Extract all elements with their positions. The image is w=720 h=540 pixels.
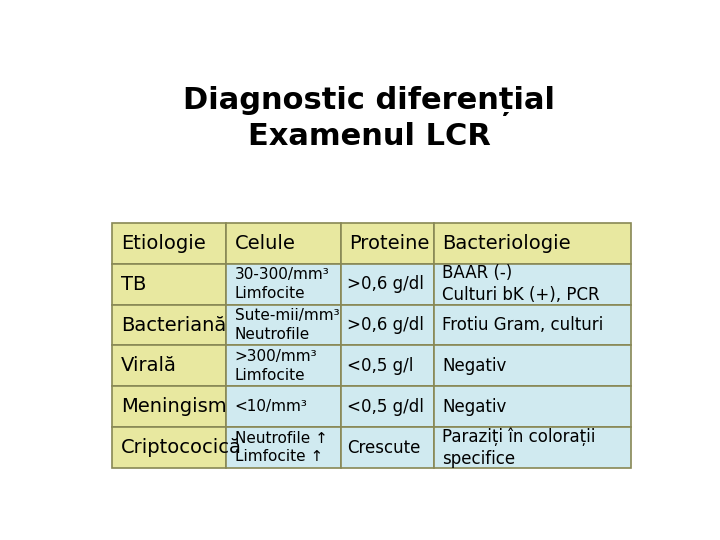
Text: Diagnostic diferențial
Examenul LCR: Diagnostic diferențial Examenul LCR bbox=[183, 85, 555, 152]
Text: Negativ: Negativ bbox=[442, 357, 507, 375]
Text: <0,5 g/l: <0,5 g/l bbox=[347, 357, 414, 375]
Text: Bacteriologie: Bacteriologie bbox=[442, 234, 571, 253]
Text: >0,6 g/dl: >0,6 g/dl bbox=[347, 316, 424, 334]
Bar bbox=[434, 386, 631, 427]
Bar bbox=[227, 427, 341, 468]
Bar bbox=[227, 346, 341, 386]
Bar bbox=[227, 305, 341, 346]
Bar bbox=[341, 223, 434, 264]
Bar bbox=[341, 427, 434, 468]
Bar bbox=[434, 427, 631, 468]
Bar bbox=[112, 305, 227, 346]
Text: Bacteriană: Bacteriană bbox=[121, 315, 226, 334]
Text: <0,5 g/dl: <0,5 g/dl bbox=[347, 398, 424, 416]
Text: Frotiu Gram, culturi: Frotiu Gram, culturi bbox=[442, 316, 603, 334]
Bar bbox=[341, 264, 434, 305]
Text: 30-300/mm³
Limfocite: 30-300/mm³ Limfocite bbox=[235, 267, 330, 301]
Text: Sute-mii/mm³
Neutrofile: Sute-mii/mm³ Neutrofile bbox=[235, 308, 340, 342]
Text: <10/mm³: <10/mm³ bbox=[235, 399, 307, 414]
Bar bbox=[112, 427, 227, 468]
Bar bbox=[341, 346, 434, 386]
Bar bbox=[227, 386, 341, 427]
Text: Neutrofile ↑
Limfocite ↑: Neutrofile ↑ Limfocite ↑ bbox=[235, 431, 328, 464]
Text: TB: TB bbox=[121, 275, 146, 294]
Text: Criptococică: Criptococică bbox=[121, 438, 242, 457]
Text: Proteine: Proteine bbox=[349, 234, 429, 253]
Text: Celule: Celule bbox=[235, 234, 296, 253]
Bar bbox=[112, 223, 227, 264]
Bar bbox=[434, 305, 631, 346]
Text: Virală: Virală bbox=[121, 356, 176, 375]
Bar bbox=[227, 264, 341, 305]
Text: Crescute: Crescute bbox=[347, 438, 420, 457]
Bar bbox=[434, 346, 631, 386]
Bar bbox=[227, 223, 341, 264]
Bar bbox=[341, 386, 434, 427]
Text: >300/mm³
Limfocite: >300/mm³ Limfocite bbox=[235, 349, 318, 383]
Bar bbox=[112, 386, 227, 427]
Text: Paraziți în colorații
specifice: Paraziți în colorații specifice bbox=[442, 427, 596, 468]
Bar bbox=[112, 346, 227, 386]
Text: BAAR (-)
Culturi bK (+), PCR: BAAR (-) Culturi bK (+), PCR bbox=[442, 264, 600, 304]
Bar bbox=[112, 264, 227, 305]
Text: Meningism: Meningism bbox=[121, 397, 226, 416]
Text: >0,6 g/dl: >0,6 g/dl bbox=[347, 275, 424, 293]
Bar bbox=[434, 223, 631, 264]
Bar bbox=[341, 305, 434, 346]
Text: Negativ: Negativ bbox=[442, 398, 507, 416]
Text: Etiologie: Etiologie bbox=[121, 234, 205, 253]
Bar bbox=[434, 264, 631, 305]
